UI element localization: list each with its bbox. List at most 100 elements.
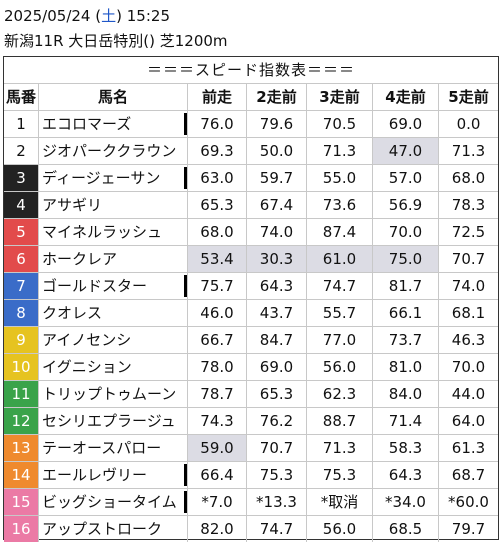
speed-index-value: *13.3 <box>246 489 306 515</box>
speed-index-value: 66.1 <box>372 300 438 326</box>
speed-index-value: 74.7 <box>306 273 372 299</box>
header-5-races-ago: 5走前 <box>438 84 498 110</box>
header-3-races-ago: 3走前 <box>306 84 372 110</box>
speed-index-value: 46.0 <box>187 300 246 326</box>
speed-index-value: 56.0 <box>306 516 372 542</box>
horse-name: ビッグショータイム <box>38 489 187 515</box>
speed-index-value: 81.0 <box>372 354 438 380</box>
row-marker <box>184 113 187 135</box>
speed-index-value: 43.7 <box>246 300 306 326</box>
header-horse-name: 馬名 <box>38 84 187 110</box>
speed-index-value: 65.3 <box>187 192 246 218</box>
speed-index-value: 62.3 <box>306 381 372 407</box>
speed-index-value: 64.3 <box>246 273 306 299</box>
header-last-race: 前走 <box>187 84 246 110</box>
speed-index-value: 69.0 <box>246 354 306 380</box>
row-marker <box>184 275 187 297</box>
speed-index-value: 70.0 <box>438 354 498 380</box>
speed-index-value: 55.7 <box>306 300 372 326</box>
horse-name: セシリエプラージュ <box>38 408 187 434</box>
table-row: 9 アイノセンシ 66.7 84.7 77.0 73.7 46.3 <box>4 327 498 354</box>
speed-index-value: 73.6 <box>306 192 372 218</box>
horse-name: ジオパーククラウン <box>38 138 187 164</box>
speed-index-value: 67.4 <box>246 192 306 218</box>
speed-index-value: 74.7 <box>246 516 306 542</box>
speed-index-value: 56.9 <box>372 192 438 218</box>
speed-index-value: *34.0 <box>372 489 438 515</box>
speed-index-value: 59.0 <box>187 435 246 461</box>
speed-index-value: 74.0 <box>246 219 306 245</box>
horse-name: アイノセンシ <box>38 327 187 353</box>
speed-index-value: *7.0 <box>187 489 246 515</box>
weekday-saturday: 土 <box>101 7 117 25</box>
speed-index-value: 61.0 <box>306 246 372 272</box>
horse-number: 2 <box>4 138 38 164</box>
horse-name: マイネルラッシュ <box>38 219 187 245</box>
speed-index-value: 30.3 <box>246 246 306 272</box>
speed-index-value: 75.3 <box>306 462 372 488</box>
speed-index-value: 50.0 <box>246 138 306 164</box>
speed-index-value: 74.0 <box>438 273 498 299</box>
horse-number: 6 <box>4 246 38 272</box>
speed-index-value: 82.0 <box>187 516 246 542</box>
speed-index-value: 71.3 <box>306 138 372 164</box>
speed-index-value: 78.7 <box>187 381 246 407</box>
speed-index-value: 61.3 <box>438 435 498 461</box>
horse-number: 4 <box>4 192 38 218</box>
horse-number: 10 <box>4 354 38 380</box>
speed-index-value: 70.0 <box>372 219 438 245</box>
speed-index-value: 63.0 <box>187 165 246 191</box>
horse-name: トリップトゥムーン <box>38 381 187 407</box>
table-row: 3 ディージェーサン 63.0 59.7 55.0 57.0 68.0 <box>4 165 498 192</box>
table-row: 6 ホークレア 53.4 30.3 61.0 75.0 70.7 <box>4 246 498 273</box>
speed-index-value: 76.0 <box>187 111 246 137</box>
table-row: 7 ゴールドスター 75.7 64.3 74.7 81.7 74.0 <box>4 273 498 300</box>
horse-number: 7 <box>4 273 38 299</box>
header-number: 馬番 <box>5 88 36 106</box>
race-date: 2025/05/24 <box>4 7 91 25</box>
table-row: 12 セシリエプラージュ 74.3 76.2 88.7 71.4 64.0 <box>4 408 498 435</box>
table-header-row: 馬番 馬名 前走 2走前 3走前 4走前 5走前 <box>4 84 498 111</box>
speed-index-value: 57.0 <box>372 165 438 191</box>
horse-name: ホークレア <box>38 246 187 272</box>
table-row: 2 ジオパーククラウン 69.3 50.0 71.3 47.0 71.3 <box>4 138 498 165</box>
speed-index-value: 84.7 <box>246 327 306 353</box>
speed-index-value: 0.0 <box>438 111 498 137</box>
speed-index-value: 46.3 <box>438 327 498 353</box>
speed-index-value: 68.1 <box>438 300 498 326</box>
header-4-races-ago: 4走前 <box>372 84 438 110</box>
table-row: 5 マイネルラッシュ 68.0 74.0 87.4 70.0 72.5 <box>4 219 498 246</box>
table-row: 11 トリップトゥムーン 78.7 65.3 62.3 84.0 44.0 <box>4 381 498 408</box>
speed-index-value: 56.0 <box>306 354 372 380</box>
speed-index-value: 78.3 <box>438 192 498 218</box>
speed-index-value: 68.7 <box>438 462 498 488</box>
speed-index-value: 75.3 <box>246 462 306 488</box>
race-title: 新潟11R 大日岳特別() 芝1200m <box>4 32 228 50</box>
speed-index-value: 87.4 <box>306 219 372 245</box>
speed-index-value: *60.0 <box>438 489 498 515</box>
speed-index-value: 79.7 <box>438 516 498 542</box>
speed-index-value: 77.0 <box>306 327 372 353</box>
speed-index-value: 75.0 <box>372 246 438 272</box>
speed-index-value: 78.0 <box>187 354 246 380</box>
horse-number: 14 <box>4 462 38 488</box>
speed-index-value: 70.5 <box>306 111 372 137</box>
table-row: 4 アサギリ 65.3 67.4 73.6 56.9 78.3 <box>4 192 498 219</box>
speed-index-value: 71.3 <box>306 435 372 461</box>
speed-index-value: 59.7 <box>246 165 306 191</box>
horse-name: エコロマーズ <box>38 111 187 137</box>
speed-index-value: 53.4 <box>187 246 246 272</box>
speed-index-value: 76.2 <box>246 408 306 434</box>
race-weekday: (土) <box>95 7 122 25</box>
header-2-races-ago: 2走前 <box>246 84 306 110</box>
horse-number: 15 <box>4 489 38 515</box>
speed-index-value: 88.7 <box>306 408 372 434</box>
speed-index-value: 75.7 <box>187 273 246 299</box>
speed-index-value: 55.0 <box>306 165 372 191</box>
table-row: 15 ビッグショータイム *7.0 *13.3 *取消 *34.0 *60.0 <box>4 489 498 516</box>
speed-index-value: 74.3 <box>187 408 246 434</box>
horse-number: 11 <box>4 381 38 407</box>
speed-index-value: *取消 <box>306 489 372 515</box>
speed-index-value: 64.0 <box>438 408 498 434</box>
speed-index-value: 65.3 <box>246 381 306 407</box>
